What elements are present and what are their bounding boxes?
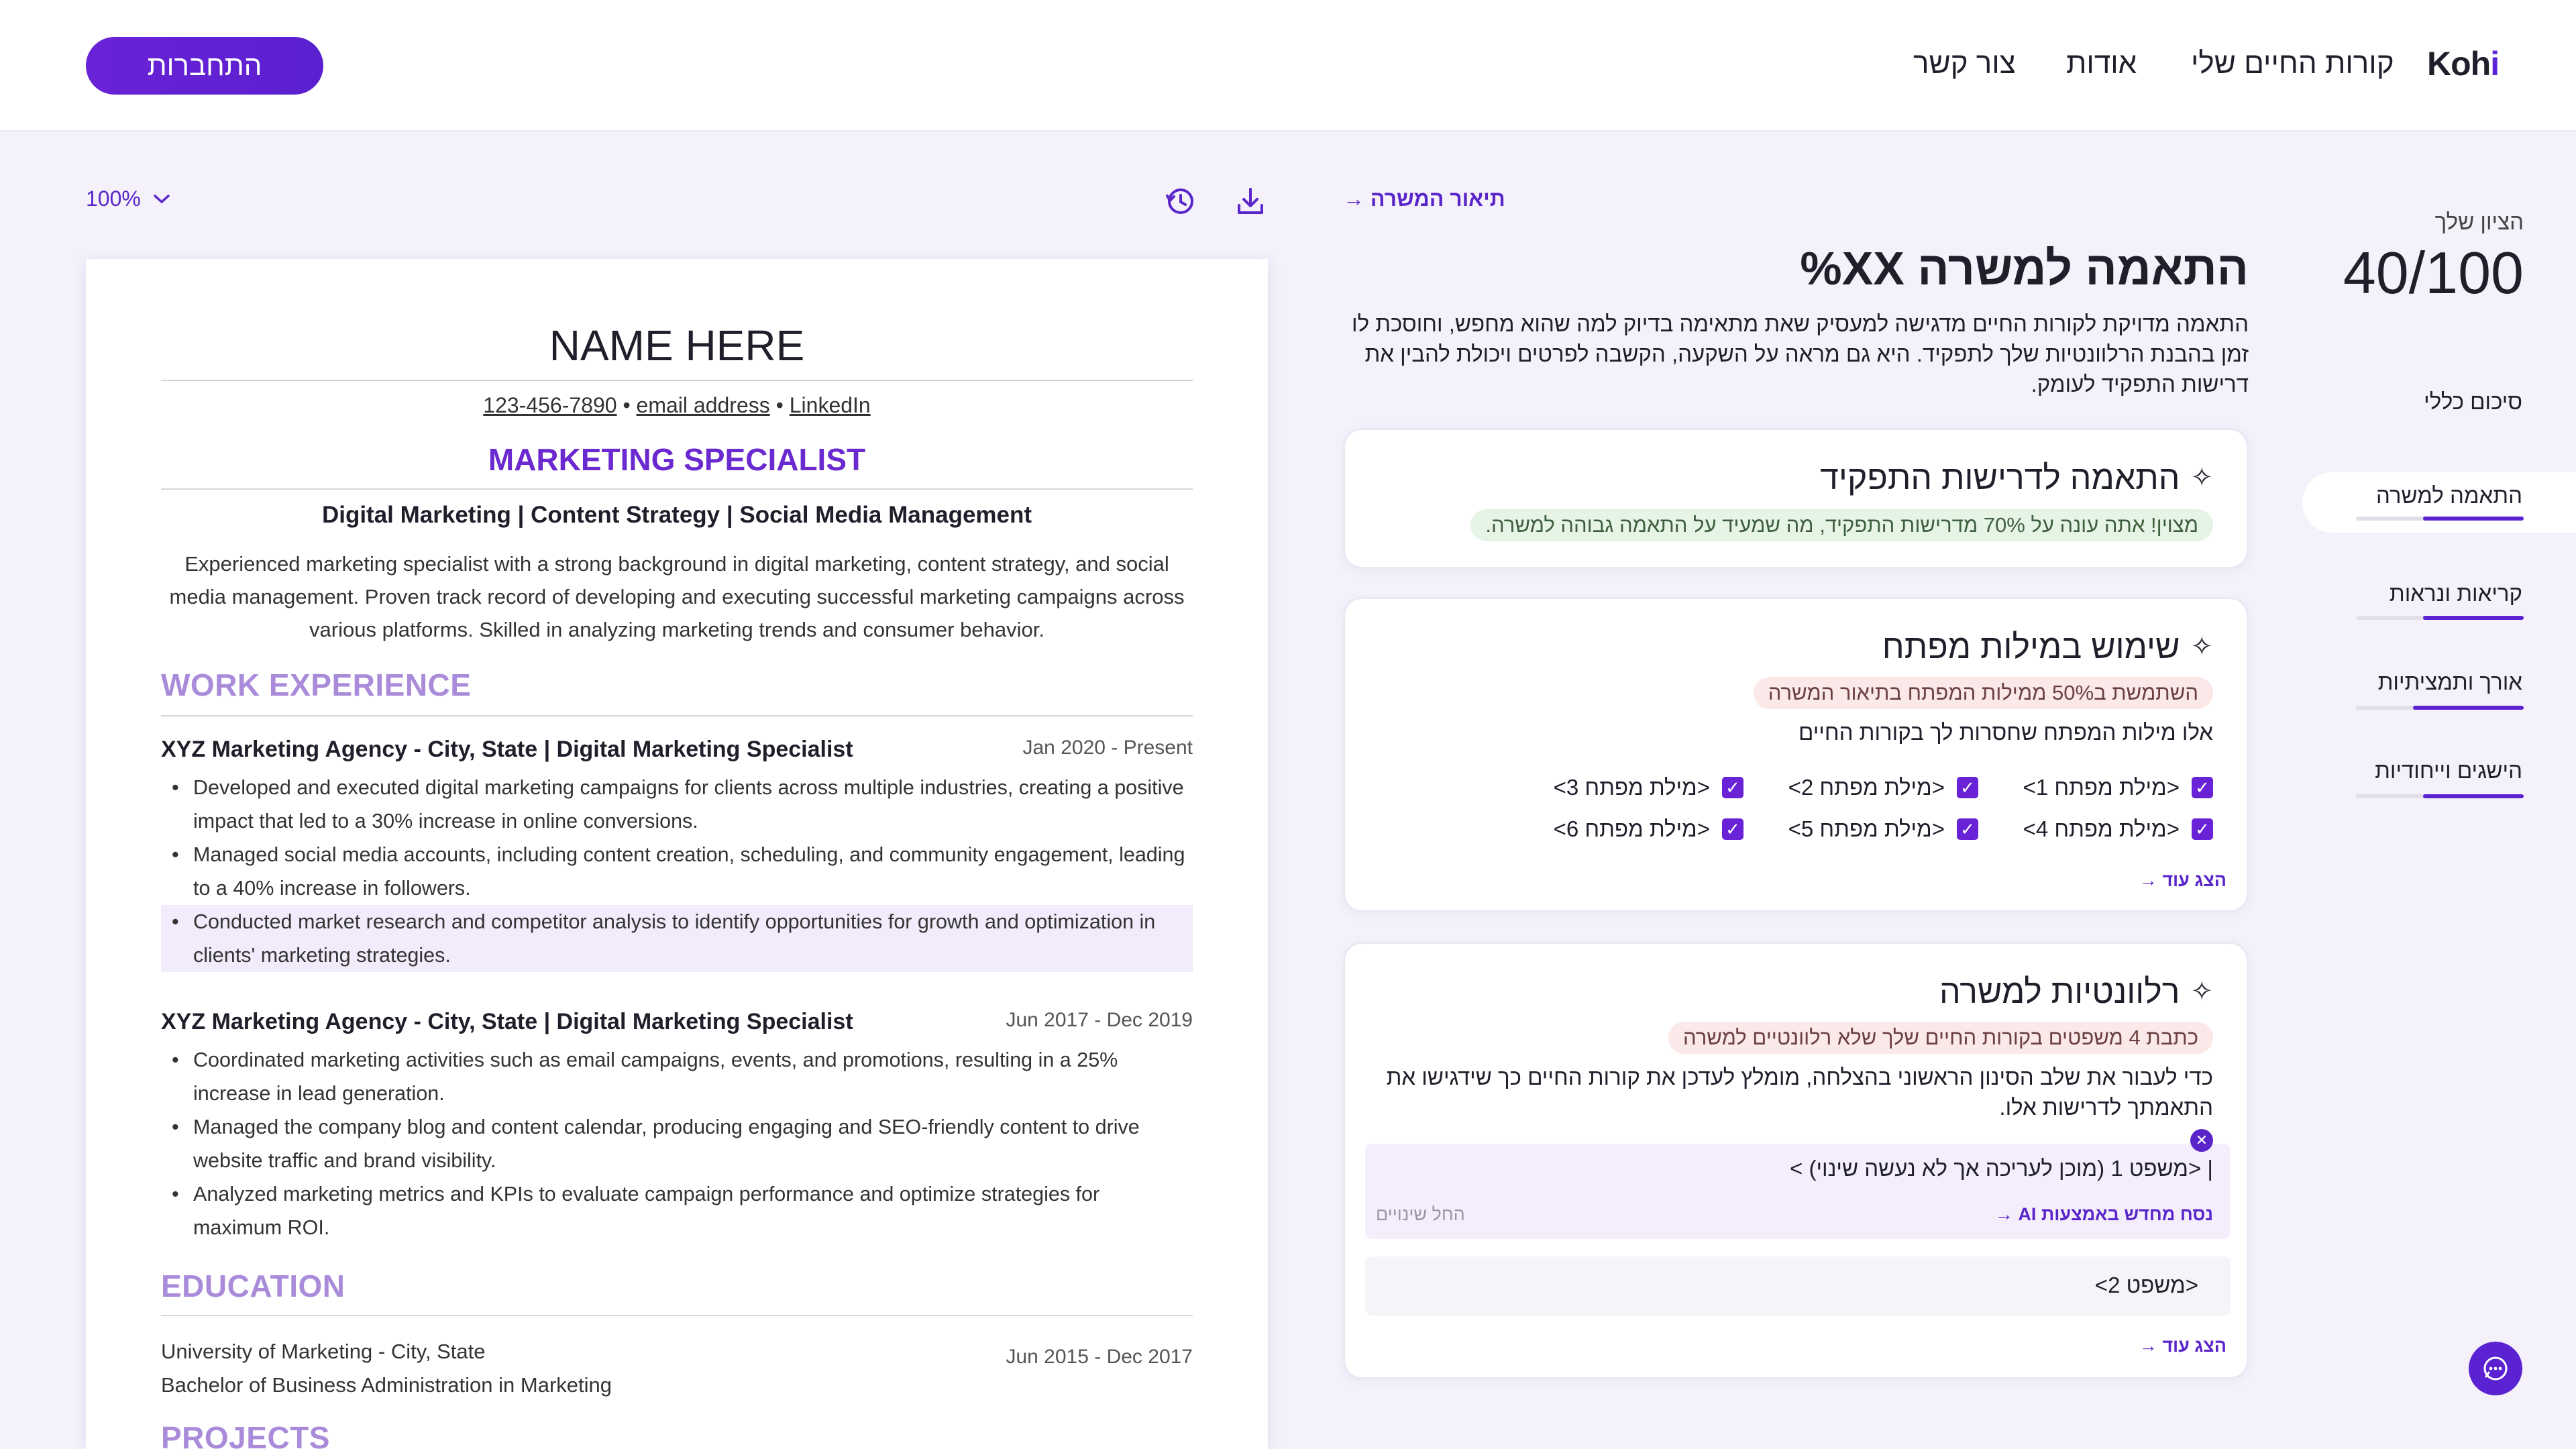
keyword-item[interactable]: ✓ <מילת מפתח 6> <box>1554 816 1743 842</box>
card-role-requirements: ✧ התאמה לדרישות התפקיד מצוין! אתה עונה ע… <box>1343 428 2249 569</box>
progress-track <box>2356 616 2524 620</box>
divider <box>161 380 1193 381</box>
checkbox-icon[interactable]: ✓ <box>1722 818 1743 840</box>
job-bullet[interactable]: Developed and executed digital marketing… <box>161 771 1193 838</box>
checkbox-icon[interactable]: ✓ <box>1957 777 1978 798</box>
score-label: הציון שלך <box>2434 209 2524 234</box>
sentence-text[interactable]: <משפט 2> <box>2094 1273 2198 1297</box>
keyword-item[interactable]: ✓ <מילת מפתח 4> <box>2023 816 2213 842</box>
zoom-value: 100% <box>86 186 141 211</box>
logo[interactable]: Kohi <box>2427 45 2500 83</box>
chevron-down-icon <box>154 194 170 203</box>
progress-fill <box>2413 706 2524 710</box>
match-description: התאמה מדויקת לקורות החיים מדגישה למעסיק … <box>1352 311 2249 396</box>
sidebar-item-readability[interactable]: קריאות ונראות <box>2389 581 2522 606</box>
card-relevance: ✧ רלוונטיות למשרה כתבת 4 משפטים בקורות ה… <box>1343 942 2249 1379</box>
job-date: Jun 2017 - Dec 2019 <box>1006 1009 1193 1031</box>
job-bullet[interactable]: Managed the company blog and content cal… <box>161 1110 1193 1177</box>
job-bullet[interactable]: Analyzed marketing metrics and KPIs to e… <box>161 1177 1193 1244</box>
resume-document: NAME HERE 123-456-7890 • email address •… <box>86 259 1268 1449</box>
education-degree: Bachelor of Business Administration in M… <box>161 1373 612 1397</box>
job-entry: XYZ Marketing Agency - City, State | Dig… <box>161 737 1193 972</box>
job-header[interactable]: XYZ Marketing Agency - City, State | Dig… <box>161 737 1193 762</box>
checkbox-icon[interactable]: ✓ <box>2192 777 2213 798</box>
job-bullet-highlighted[interactable]: Conducted market research and competitor… <box>161 905 1193 972</box>
checkbox-icon[interactable]: ✓ <box>1957 818 1978 840</box>
sparkle-icon: ✧ <box>2190 463 2213 492</box>
job-bullet[interactable]: Managed social media accounts, including… <box>161 838 1193 905</box>
section-heading-education: EDUCATION <box>161 1269 345 1303</box>
education-date: Jun 2015 - Dec 2017 <box>1006 1346 1193 1368</box>
resume-summary[interactable]: Experienced marketing specialist with a … <box>169 552 1185 641</box>
sentence-item[interactable]: <משפט 2> <box>1365 1256 2231 1316</box>
keyword-item[interactable]: ✓ <מילת מפתח 1> <box>2023 775 2213 800</box>
section-heading-projects: PROJECTS <box>161 1420 330 1449</box>
close-icon[interactable]: ✕ <box>2190 1129 2213 1152</box>
apply-changes-button[interactable]: החל שינויים <box>1376 1204 1465 1224</box>
resume-name[interactable]: NAME HERE <box>549 321 805 370</box>
status-badge: השתמשת ב50% ממילות המפתח בתיאור המשרה <box>1753 677 2213 709</box>
editable-sentence[interactable]: ✕ | <משפט 1 (מוכן לעריכה אך לא נעשה שינו… <box>1365 1129 2231 1239</box>
sparkle-icon: ✧ <box>2190 977 2213 1006</box>
section-heading-work: WORK EXPERIENCE <box>161 667 472 702</box>
keyword-item[interactable]: ✓ <מילת מפתח 5> <box>1788 816 1978 842</box>
progress-fill <box>2423 794 2524 798</box>
card-text: כדי לעבור את שלב הסינון הראשוני בהצלחה, … <box>1386 1065 2213 1120</box>
progress-track <box>2356 794 2524 798</box>
sidebar-item-achievements[interactable]: הישגים וייחודיות <box>2375 758 2522 783</box>
phone-link[interactable]: 123-456-7890 <box>483 393 617 417</box>
job-bullet[interactable]: Coordinated marketing activities such as… <box>161 1043 1193 1110</box>
divider <box>161 1315 1193 1316</box>
divider <box>161 715 1193 716</box>
nav-my-resumes[interactable]: קורות החיים שלי <box>2191 47 2394 80</box>
show-more-link[interactable]: הצג עוד → <box>2139 1336 2226 1356</box>
card-title: ✧ התאמה לדרישות התפקיד <box>1820 459 2213 496</box>
progress-fill <box>2423 616 2524 620</box>
status-badge: כתבת 4 משפטים בקורות החיים שלך שלא רלוונ… <box>1668 1022 2213 1054</box>
score-value: 40/100 <box>2343 239 2524 306</box>
ai-rewrite-button[interactable]: נסח מחדש באמצעות AI → <box>1994 1204 2213 1224</box>
education-entry[interactable]: University of Marketing - City, State Ju… <box>161 1335 1193 1402</box>
progress-fill <box>2423 517 2524 521</box>
sentence-text[interactable]: | <משפט 1 (מוכן לעריכה אך לא נעשה שינוי)… <box>1790 1156 2213 1181</box>
resume-contact: 123-456-7890 • email address • LinkedIn <box>483 393 871 417</box>
progress-track <box>2356 706 2524 710</box>
sidebar-item-summary[interactable]: סיכום כללי <box>2424 389 2522 414</box>
status-badge: מצוין! אתה עונה על 70% מדרישות התפקיד, מ… <box>1470 509 2213 541</box>
divider <box>161 488 1193 490</box>
email-link[interactable]: email address <box>636 393 770 417</box>
progress-track <box>2356 517 2524 521</box>
job-header[interactable]: XYZ Marketing Agency - City, State | Dig… <box>161 1009 1193 1034</box>
card-keywords: ✧ שימוש במילות מפתח השתמשת ב50% ממילות ה… <box>1343 597 2249 912</box>
checkbox-icon[interactable]: ✓ <box>2192 818 2213 840</box>
nav-about[interactable]: אודות <box>2066 47 2137 80</box>
chat-icon[interactable] <box>2469 1342 2522 1395</box>
card-text: אלו מילות המפתח שחסרות לך בקורות החיים <box>1799 720 2213 745</box>
card-title: ✧ שימוש במילות מפתח <box>1882 628 2213 665</box>
login-button[interactable]: התחברות <box>86 37 323 95</box>
keyword-item[interactable]: ✓ <מילת מפתח 2> <box>1788 775 1978 800</box>
sidebar-item-length[interactable]: אורך ותמציתיות <box>2377 669 2522 694</box>
education-school: University of Marketing - City, State <box>161 1340 486 1363</box>
job-entry: XYZ Marketing Agency - City, State | Dig… <box>161 1009 1193 1244</box>
card-title: ✧ רלוונטיות למשרה <box>1939 973 2213 1010</box>
download-icon[interactable] <box>1232 182 1269 220</box>
resume-title[interactable]: MARKETING SPECIALIST <box>488 442 866 477</box>
match-title: התאמה למשרה XX% <box>1800 242 2249 294</box>
keyword-item[interactable]: ✓ <מילת מפתח 3> <box>1554 775 1743 800</box>
sidebar-item-job-match[interactable]: התאמה למשרה <box>2375 483 2522 508</box>
show-more-link[interactable]: הצג עוד → <box>2139 870 2226 890</box>
checkbox-icon[interactable]: ✓ <box>1722 777 1743 798</box>
history-icon[interactable] <box>1162 182 1199 220</box>
sparkle-icon: ✧ <box>2190 632 2213 661</box>
job-date: Jan 2020 - Present <box>1022 737 1193 759</box>
linkedin-link[interactable]: LinkedIn <box>789 393 871 417</box>
resume-skills[interactable]: Digital Marketing | Content Strategy | S… <box>321 502 1032 528</box>
zoom-select[interactable]: 100% <box>86 186 170 211</box>
top-bar: התחברות צור קשר אודות קורות החיים שלי Ko… <box>0 0 2576 131</box>
job-description-link[interactable]: תיאור המשרה → <box>1343 186 1505 211</box>
active-section-highlight <box>2302 472 2576 533</box>
nav-contact[interactable]: צור קשר <box>1913 47 2016 80</box>
